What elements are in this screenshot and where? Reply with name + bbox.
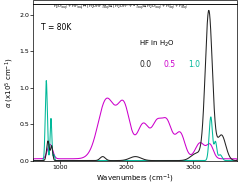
Text: HF in H$_2$O: HF in H$_2$O (139, 39, 175, 49)
Text: 0.0: 0.0 (139, 60, 151, 70)
Text: 0.5: 0.5 (164, 60, 176, 70)
Text: T = 80K: T = 80K (41, 23, 72, 32)
Y-axis label: $\alpha$ (x10$^5$ cm$^{-1}$): $\alpha$ (x10$^5$ cm$^{-1}$) (4, 57, 16, 108)
Text: 1.0: 1.0 (188, 60, 200, 70)
X-axis label: Wavenumbers (cm$^{-1}$): Wavenumbers (cm$^{-1}$) (96, 173, 174, 185)
Text: $H_2O_{(aq)}+HF_{(aq)}\leftrightarrow[H_2OHF]^-_{(aq)}\leftrightharpoons[H_2OH{\: $H_2O_{(aq)}+HF_{(aq)}\leftrightarrow[H_… (53, 3, 188, 13)
